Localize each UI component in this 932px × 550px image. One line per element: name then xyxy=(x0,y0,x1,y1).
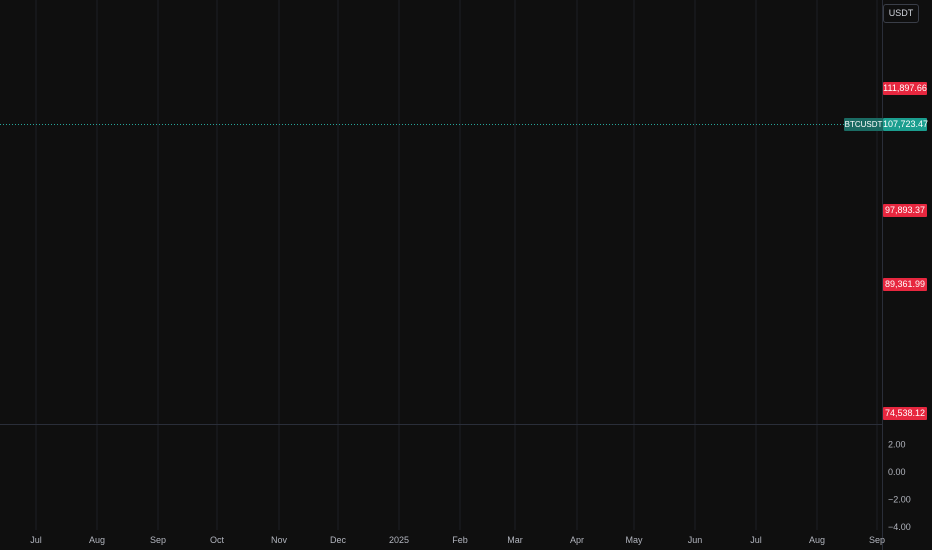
level-label-1: 111,897.66 xyxy=(883,82,927,95)
indicator-tick-label: 0.00 xyxy=(888,467,906,477)
currency-unit-button[interactable]: USDT xyxy=(883,4,919,23)
time-axis-label: Aug xyxy=(809,535,825,545)
time-axis-label: Nov xyxy=(271,535,288,545)
ticker-label: BTCUSDT xyxy=(844,118,883,131)
level-label-2: 97,893.37 xyxy=(883,204,927,217)
time-axis-label: Apr xyxy=(570,535,584,545)
time-axis-label: Mar xyxy=(507,535,523,545)
indicator-axis-ticks: 2.00 0.00 −2.00 −4.00 xyxy=(888,440,911,533)
time-axis-label: Jun xyxy=(688,535,703,545)
level-label-3: 89,361.99 xyxy=(883,278,927,291)
time-axis-label: Oct xyxy=(210,535,225,545)
time-axis-label: 2025 xyxy=(389,535,409,545)
indicator-tick-label: −4.00 xyxy=(888,522,911,532)
time-axis-label: Sep xyxy=(150,535,166,545)
time-axis-label: Feb xyxy=(452,535,468,545)
time-axis-labels: Jul Aug Sep Oct Nov Dec 2025 Feb Mar Apr May Jun Jul… xyxy=(30,535,885,545)
time-axis-label: Sep xyxy=(869,535,885,545)
indicator-tick-label: −2.00 xyxy=(888,495,911,505)
time-axis-label: Dec xyxy=(330,535,347,545)
time-axis-label: May xyxy=(625,535,643,545)
current-price-label: 107,723.47 xyxy=(883,118,929,131)
time-axis-label: Jul xyxy=(750,535,762,545)
indicator-tick-label: 2.00 xyxy=(888,440,906,450)
chart-grid xyxy=(35,0,878,530)
level-label-4: 74,538.12 xyxy=(883,407,927,420)
time-axis-label: Jul xyxy=(30,535,42,545)
time-axis-label: Aug xyxy=(89,535,105,545)
